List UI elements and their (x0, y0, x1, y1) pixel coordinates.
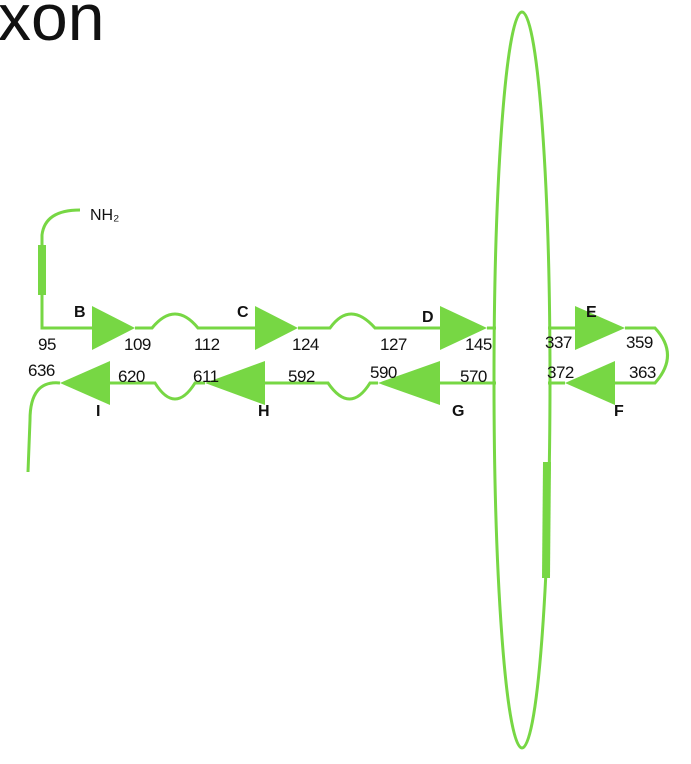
strand-label: E (586, 304, 597, 321)
residue-number: 570 (460, 367, 487, 386)
loop-gh (265, 383, 378, 399)
c-term-chain (28, 383, 60, 472)
residue-number: 145 (465, 335, 492, 354)
strand-arrows (60, 306, 625, 405)
residue-number: 124 (292, 335, 319, 354)
long-loop (494, 12, 550, 748)
residue-number: 611 (193, 367, 219, 386)
strand-label: C (237, 304, 249, 321)
residue-number: 95 (38, 335, 56, 354)
strand-label: I (96, 403, 100, 420)
residue-number: 590 (370, 363, 397, 382)
residue-number: 337 (545, 333, 572, 352)
page: {"title": "xon", "n_terminus": "NH₂", "s… (0, 0, 691, 759)
residue-number: 363 (629, 363, 656, 382)
strand-label: H (258, 403, 270, 420)
strand-label: F (614, 403, 624, 420)
strand-arrow (60, 361, 110, 405)
strand-arrow (575, 306, 625, 350)
helix (546, 462, 547, 578)
residue-number: 112 (194, 335, 220, 354)
residue-number: 109 (124, 335, 151, 354)
strand-label: D (422, 309, 434, 326)
strand-label: G (452, 403, 464, 420)
strand-label: B (74, 304, 86, 321)
residue-number: 372 (547, 363, 574, 382)
n-terminus-label: NH₂ (90, 207, 119, 224)
residue-number: 636 (28, 361, 55, 380)
topology-diagram: xon NH₂ B 95 109 C 112 124 D 127 145 E 3… (0, 0, 691, 759)
residue-number: 359 (626, 333, 653, 352)
loop-cd (298, 314, 440, 328)
residue-number: 620 (118, 367, 145, 386)
residue-number: 592 (288, 367, 315, 386)
residue-number: 127 (380, 335, 407, 354)
title: xon (0, 0, 104, 54)
